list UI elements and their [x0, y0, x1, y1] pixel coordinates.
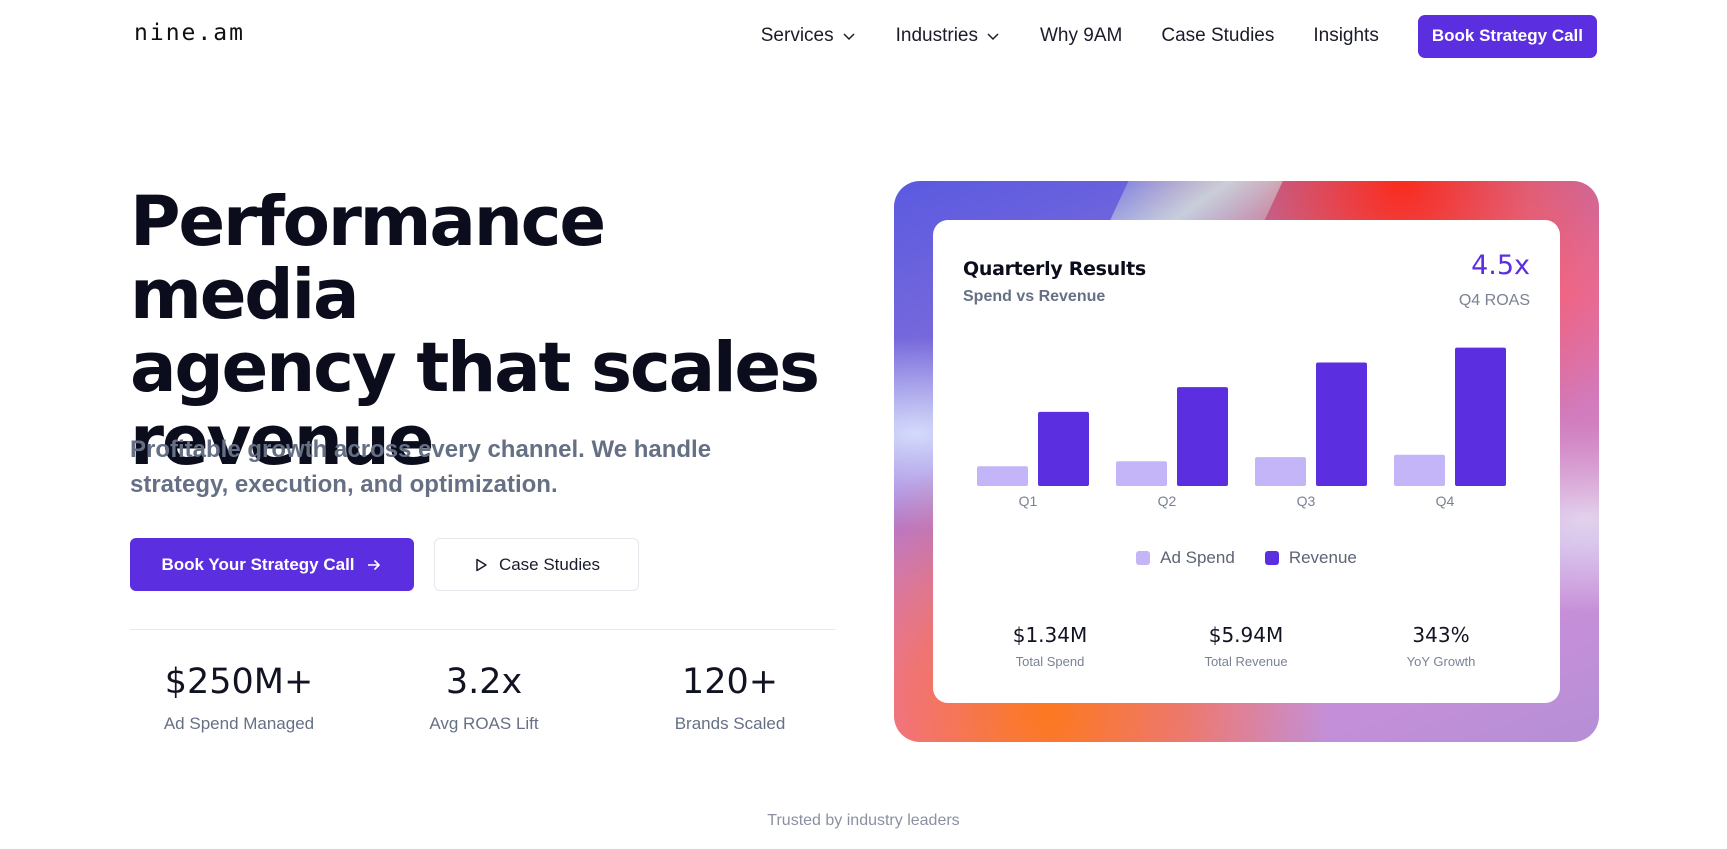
play-icon: [476, 558, 487, 571]
card-subtitle: Spend vs Revenue: [963, 288, 1106, 305]
bar-chart: Q1 Q2 Q3 Q4: [977, 347, 1506, 509]
stat-label: Brands Scaled: [674, 714, 786, 733]
kpi-label: Total Spend: [1015, 654, 1085, 669]
divider: [130, 629, 836, 630]
nav-item-insights[interactable]: Insights: [1313, 25, 1378, 47]
book-your-strategy-call-button[interactable]: Book Your Strategy Call: [130, 538, 414, 591]
stat-label: Avg ROAS Lift: [429, 714, 539, 733]
hero-title-line: Performance media: [130, 182, 606, 335]
stat-ad-spend-managed: $250M+ Ad Spend Managed: [119, 660, 359, 734]
bar-revenue-q2: [1177, 387, 1228, 486]
x-tick-label: Q3: [1297, 493, 1316, 509]
kpi-value: 343%: [1412, 623, 1470, 647]
x-tick-label: Q2: [1158, 493, 1177, 509]
legend-item-ad-spend: Ad Spend: [1136, 548, 1235, 568]
main-nav: Services Industries Why 9AM Case Studies…: [761, 14, 1597, 58]
chevron-down-icon: [987, 33, 999, 41]
x-tick-label: Q1: [1019, 493, 1038, 509]
hero-subtitle: Profitable growth across every channel. …: [130, 432, 750, 502]
legend-label: Ad Spend: [1160, 548, 1235, 567]
nav-item-label: Services: [760, 25, 834, 46]
chevron-down-icon: [843, 33, 855, 41]
legend-swatch: [1264, 551, 1279, 565]
hero-title-line: agency that scales: [130, 328, 820, 408]
stat-label: Ad Spend Managed: [163, 714, 315, 733]
nav-item-industries[interactable]: Industries: [896, 25, 1001, 47]
card-title: Quarterly Results: [963, 258, 1146, 280]
legend-item-revenue: Revenue: [1264, 548, 1357, 568]
button-label: Case Studies: [498, 554, 601, 574]
kpi-total-spend: $1.34M Total Spend: [950, 623, 1150, 669]
book-strategy-call-button[interactable]: Book Strategy Call: [1417, 14, 1597, 58]
roas-value: 4.5x: [1471, 250, 1530, 281]
button-label: Book Your Strategy Call: [161, 554, 355, 574]
arrow-right-icon: [367, 559, 380, 570]
hero-title-line: revenue: [130, 401, 434, 481]
trusted-by-text: Trusted by industry leaders: [767, 812, 960, 829]
bar-ad-spend-q2: [1116, 461, 1167, 486]
legend-swatch: [1136, 551, 1151, 565]
hero-title: Performance media agency that scales rev…: [130, 186, 830, 478]
bar-ad-spend-q1: [977, 466, 1028, 486]
bar-revenue-q1: [1038, 411, 1089, 486]
chart-legend: Ad Spend Revenue: [933, 548, 1560, 568]
hero-subtitle-line: strategy, execution, and optimization.: [130, 471, 558, 498]
case-studies-button[interactable]: Case Studies: [434, 538, 639, 591]
bar-revenue-q4: [1455, 347, 1506, 486]
roas-label: Q4 ROAS: [1458, 292, 1530, 309]
nav-item-label: Insights: [1313, 25, 1379, 46]
nav-item-case-studies[interactable]: Case Studies: [1161, 25, 1274, 47]
bar-ad-spend-q4: [1394, 454, 1445, 486]
kpi-total-revenue: $5.94M Total Revenue: [1146, 623, 1346, 669]
hero-subtitle-line: Profitable growth across every channel. …: [130, 436, 712, 463]
nav-item-why-9am[interactable]: Why 9AM: [1040, 25, 1122, 47]
nav-item-label: Industries: [895, 25, 978, 46]
x-tick-label: Q4: [1436, 493, 1455, 509]
site-header: nine.am Services Industries Why 9AM Case…: [0, 0, 1727, 70]
legend-label: Revenue: [1288, 548, 1357, 567]
bar-ad-spend-q3: [1255, 457, 1306, 486]
stat-value: 3.2x: [445, 662, 523, 702]
nav-item-services[interactable]: Services: [761, 25, 857, 47]
stat-value: 120+: [681, 662, 779, 702]
logo[interactable]: nine.am: [134, 20, 245, 46]
nav-item-label: Why 9AM: [1039, 25, 1123, 46]
kpi-yoy-growth: 343% YoY Growth: [1341, 623, 1541, 669]
stat-value: $250M+: [164, 662, 314, 702]
kpi-value: $1.34M: [1012, 623, 1088, 647]
quarterly-results-card: Quarterly Results Spend vs Revenue 4.5x …: [933, 220, 1560, 703]
kpi-value: $5.94M: [1208, 623, 1284, 647]
bar-revenue-q3: [1316, 362, 1367, 486]
stat-avg-roas-lift: 3.2x Avg ROAS Lift: [364, 660, 604, 734]
stat-brands-scaled: 120+ Brands Scaled: [610, 660, 850, 734]
nav-item-label: Case Studies: [1161, 25, 1275, 46]
kpi-label: Total Revenue: [1204, 654, 1288, 669]
kpi-label: YoY Growth: [1406, 654, 1476, 669]
